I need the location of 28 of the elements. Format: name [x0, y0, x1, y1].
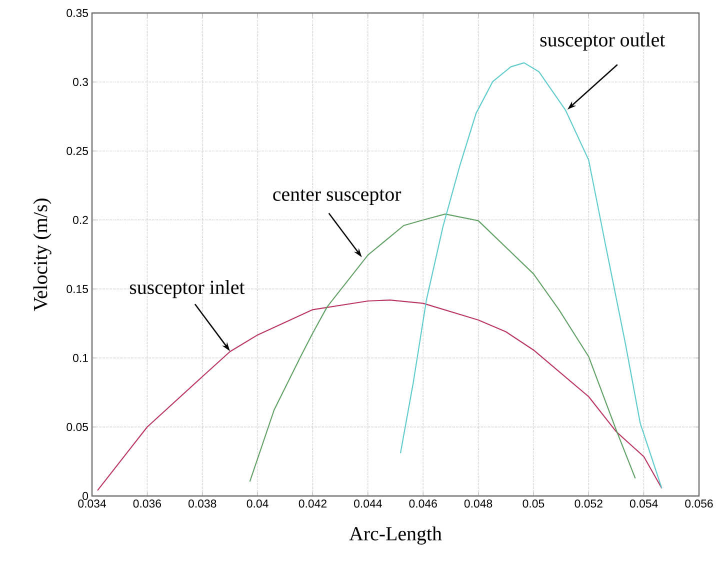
annotation: center susceptor	[273, 190, 402, 205]
x-tick-label: 0.038	[188, 500, 216, 508]
y-tick-label: 0.1	[73, 354, 88, 362]
x-tick-label: 0.044	[354, 500, 382, 508]
annotation: susceptor outlet	[540, 32, 666, 51]
y-tick-label: 0.15	[66, 284, 88, 294]
y-tick-label: 0.35	[66, 8, 88, 18]
x-tick-label: 0.048	[464, 500, 492, 508]
annotation: susceptor inlet	[130, 280, 245, 298]
y-tick-label: 0.2	[73, 216, 88, 224]
y-tick-label: 0.25	[66, 146, 88, 156]
line-series	[96, 299, 662, 492]
x-tick-label: 0.042	[298, 500, 326, 508]
x-tick-label: 0.05	[522, 500, 544, 508]
line-series	[249, 214, 636, 482]
line-series	[400, 62, 662, 489]
y-tick-label: 0.05	[66, 422, 88, 432]
x-tick-label: 0.034	[78, 500, 106, 508]
x-tick-label: 0.036	[133, 500, 162, 508]
y-axis-title: Velocity (m/s)	[33, 198, 52, 311]
x-tick-label: 0.046	[409, 500, 437, 508]
x-tick-label: 0.04	[246, 500, 268, 508]
x-tick-label: 0.052	[574, 500, 602, 508]
x-tick-label: 0.056	[685, 500, 713, 508]
y-tick-label: 0.3	[73, 78, 88, 86]
y-tick-label: 0	[82, 492, 88, 500]
x-axis-title: Arc-Length	[349, 526, 442, 545]
x-tick-label: 0.054	[630, 500, 658, 508]
